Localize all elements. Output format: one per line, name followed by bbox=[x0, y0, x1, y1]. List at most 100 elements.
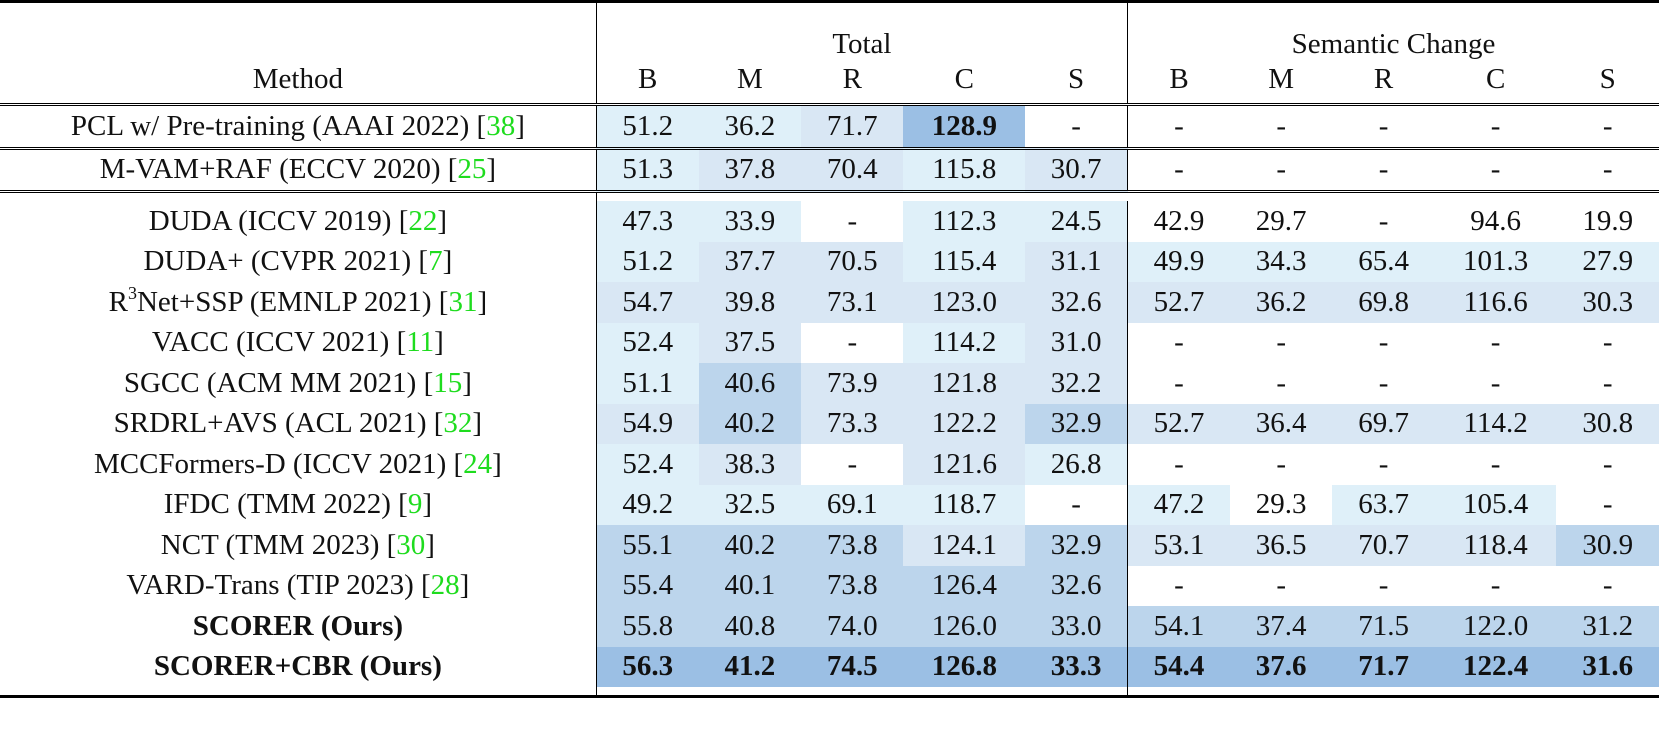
table-row: PCL w/ Pre-training (AAAI 2022) [38] 51.… bbox=[0, 103, 1659, 148]
value-cell: 49.2 bbox=[595, 484, 699, 525]
value-cell: - bbox=[1127, 146, 1230, 192]
value-cell: 52.4 bbox=[595, 322, 699, 363]
value-cell: - bbox=[801, 201, 904, 242]
value-cell: 70.4 bbox=[801, 146, 904, 192]
value-cell: 115.4 bbox=[903, 241, 1026, 282]
method-header: Method bbox=[252, 63, 343, 95]
citation-link[interactable]: 24 bbox=[463, 447, 493, 480]
value-cell: 37.6 bbox=[1229, 646, 1333, 687]
value-cell: 118.7 bbox=[903, 484, 1026, 525]
table-row: R3Net+SSP (EMNLP 2021) [31] 54.7 39.8 73… bbox=[0, 282, 1659, 323]
citation-link[interactable]: 38 bbox=[486, 109, 516, 142]
method-cell: VARD-Trans (TIP 2023) [28] bbox=[126, 569, 470, 602]
results-table: Total Semantic Change Method B M R C S B… bbox=[0, 0, 1659, 699]
col-header-sc-b: B bbox=[1127, 61, 1230, 105]
citation-link[interactable]: 31 bbox=[448, 285, 478, 318]
value-cell: - bbox=[1332, 103, 1435, 148]
value-cell: 42.9 bbox=[1127, 201, 1230, 242]
value-cell: 33.9 bbox=[698, 201, 802, 242]
value-cell: 31.6 bbox=[1556, 646, 1659, 687]
col-header-total-r: R bbox=[842, 63, 862, 95]
value-cell: 31.0 bbox=[1025, 322, 1128, 363]
value-cell: 70.7 bbox=[1332, 525, 1435, 566]
value-cell: 51.2 bbox=[595, 103, 699, 148]
citation-link[interactable]: 11 bbox=[406, 326, 435, 359]
value-cell: 30.7 bbox=[1025, 146, 1128, 192]
value-cell: 55.8 bbox=[595, 606, 699, 647]
value-cell: 123.0 bbox=[903, 282, 1026, 323]
method-cell: SGCC (ACM MM 2021) [15] bbox=[123, 366, 472, 399]
citation-link[interactable]: 15 bbox=[433, 366, 463, 399]
value-cell: 27.9 bbox=[1556, 241, 1659, 282]
method-cell: DUDA+ (CVPR 2021) [7] bbox=[143, 245, 453, 278]
value-cell: 36.4 bbox=[1229, 403, 1333, 444]
method-cell: PCL w/ Pre-training (AAAI 2022) [38] bbox=[0, 103, 597, 148]
value-cell: 32.2 bbox=[1025, 363, 1128, 404]
value-cell: 40.6 bbox=[698, 363, 802, 404]
value-cell: 69.7 bbox=[1332, 403, 1435, 444]
method-cell: M-VAM+RAF (ECCV 2020) [25] bbox=[0, 146, 597, 192]
method-cell: SRDRL+AVS (ACL 2021) [32] bbox=[113, 407, 483, 440]
value-cell: 52.4 bbox=[595, 444, 699, 485]
value-cell: - bbox=[1332, 363, 1435, 404]
value-cell: 73.3 bbox=[801, 403, 904, 444]
value-cell: 126.4 bbox=[903, 565, 1026, 606]
value-cell: - bbox=[1229, 103, 1333, 148]
value-cell: 30.9 bbox=[1556, 525, 1659, 566]
col-header-sc-r: R bbox=[1373, 63, 1394, 95]
value-cell: - bbox=[1127, 103, 1230, 148]
method-cell: SCORER+CBR (Ours) bbox=[153, 650, 442, 683]
value-cell: 116.6 bbox=[1434, 282, 1557, 323]
value-cell: 31.2 bbox=[1556, 606, 1659, 647]
value-cell: 30.8 bbox=[1556, 403, 1659, 444]
col-header-sc-c: C bbox=[1485, 63, 1506, 95]
value-cell: 32.5 bbox=[698, 484, 802, 525]
value-cell: 94.6 bbox=[1434, 201, 1557, 242]
value-cell: - bbox=[1025, 484, 1128, 525]
value-cell: - bbox=[801, 444, 904, 485]
value-cell: 51.1 bbox=[595, 363, 699, 404]
value-cell: 49.9 bbox=[1127, 241, 1230, 282]
value-cell: - bbox=[1025, 103, 1128, 148]
value-cell: 34.3 bbox=[1229, 241, 1333, 282]
value-cell: - bbox=[1434, 103, 1557, 148]
citation-link[interactable]: 28 bbox=[430, 569, 460, 602]
value-cell: 114.2 bbox=[1434, 403, 1557, 444]
value-cell: - bbox=[1556, 565, 1659, 606]
value-cell: 54.9 bbox=[595, 403, 699, 444]
value-cell: 32.9 bbox=[1025, 403, 1128, 444]
value-cell: 126.0 bbox=[903, 606, 1026, 647]
citation-link[interactable]: 9 bbox=[407, 488, 423, 521]
value-cell: - bbox=[1229, 444, 1333, 485]
value-cell: 51.3 bbox=[595, 146, 699, 192]
value-cell: 37.7 bbox=[698, 241, 802, 282]
table-row: SCORER+CBR (Ours) 56.3 41.2 74.5 126.8 3… bbox=[0, 646, 1659, 687]
citation-link[interactable]: 30 bbox=[396, 528, 426, 561]
citation-link[interactable]: 22 bbox=[408, 204, 438, 237]
value-cell: 122.4 bbox=[1434, 646, 1557, 687]
table-row: SGCC (ACM MM 2021) [15] 51.1 40.6 73.9 1… bbox=[0, 363, 1659, 404]
value-cell: 114.2 bbox=[903, 322, 1026, 363]
citation-link[interactable]: 25 bbox=[457, 153, 487, 186]
value-cell: 52.7 bbox=[1127, 403, 1230, 444]
value-cell: 73.8 bbox=[801, 525, 904, 566]
value-cell: 71.5 bbox=[1332, 606, 1435, 647]
method-cell: IFDC (TMM 2022) [9] bbox=[163, 488, 433, 521]
table-row: SCORER (Ours) 55.8 40.8 74.0 126.0 33.0 … bbox=[0, 606, 1659, 647]
value-cell: 41.2 bbox=[698, 646, 802, 687]
citation-link[interactable]: 7 bbox=[428, 245, 443, 278]
value-cell: 122.2 bbox=[903, 403, 1026, 444]
value-cell: 121.8 bbox=[903, 363, 1026, 404]
value-cell: 40.8 bbox=[698, 606, 802, 647]
citation-link[interactable]: 32 bbox=[443, 407, 473, 440]
value-cell: - bbox=[1127, 363, 1230, 404]
value-cell: - bbox=[1229, 146, 1333, 192]
value-cell: 31.1 bbox=[1025, 241, 1128, 282]
method-cell: SCORER (Ours) bbox=[192, 609, 404, 642]
value-cell: 32.6 bbox=[1025, 565, 1128, 606]
method-cell: NCT (TMM 2023) [30] bbox=[160, 528, 435, 561]
method-cell: VACC (ICCV 2021) [11] bbox=[151, 326, 444, 359]
value-cell: 47.3 bbox=[595, 201, 699, 242]
table-row: M-VAM+RAF (ECCV 2020) [25] 51.3 37.8 70.… bbox=[0, 146, 1659, 192]
value-cell: 69.1 bbox=[801, 484, 904, 525]
